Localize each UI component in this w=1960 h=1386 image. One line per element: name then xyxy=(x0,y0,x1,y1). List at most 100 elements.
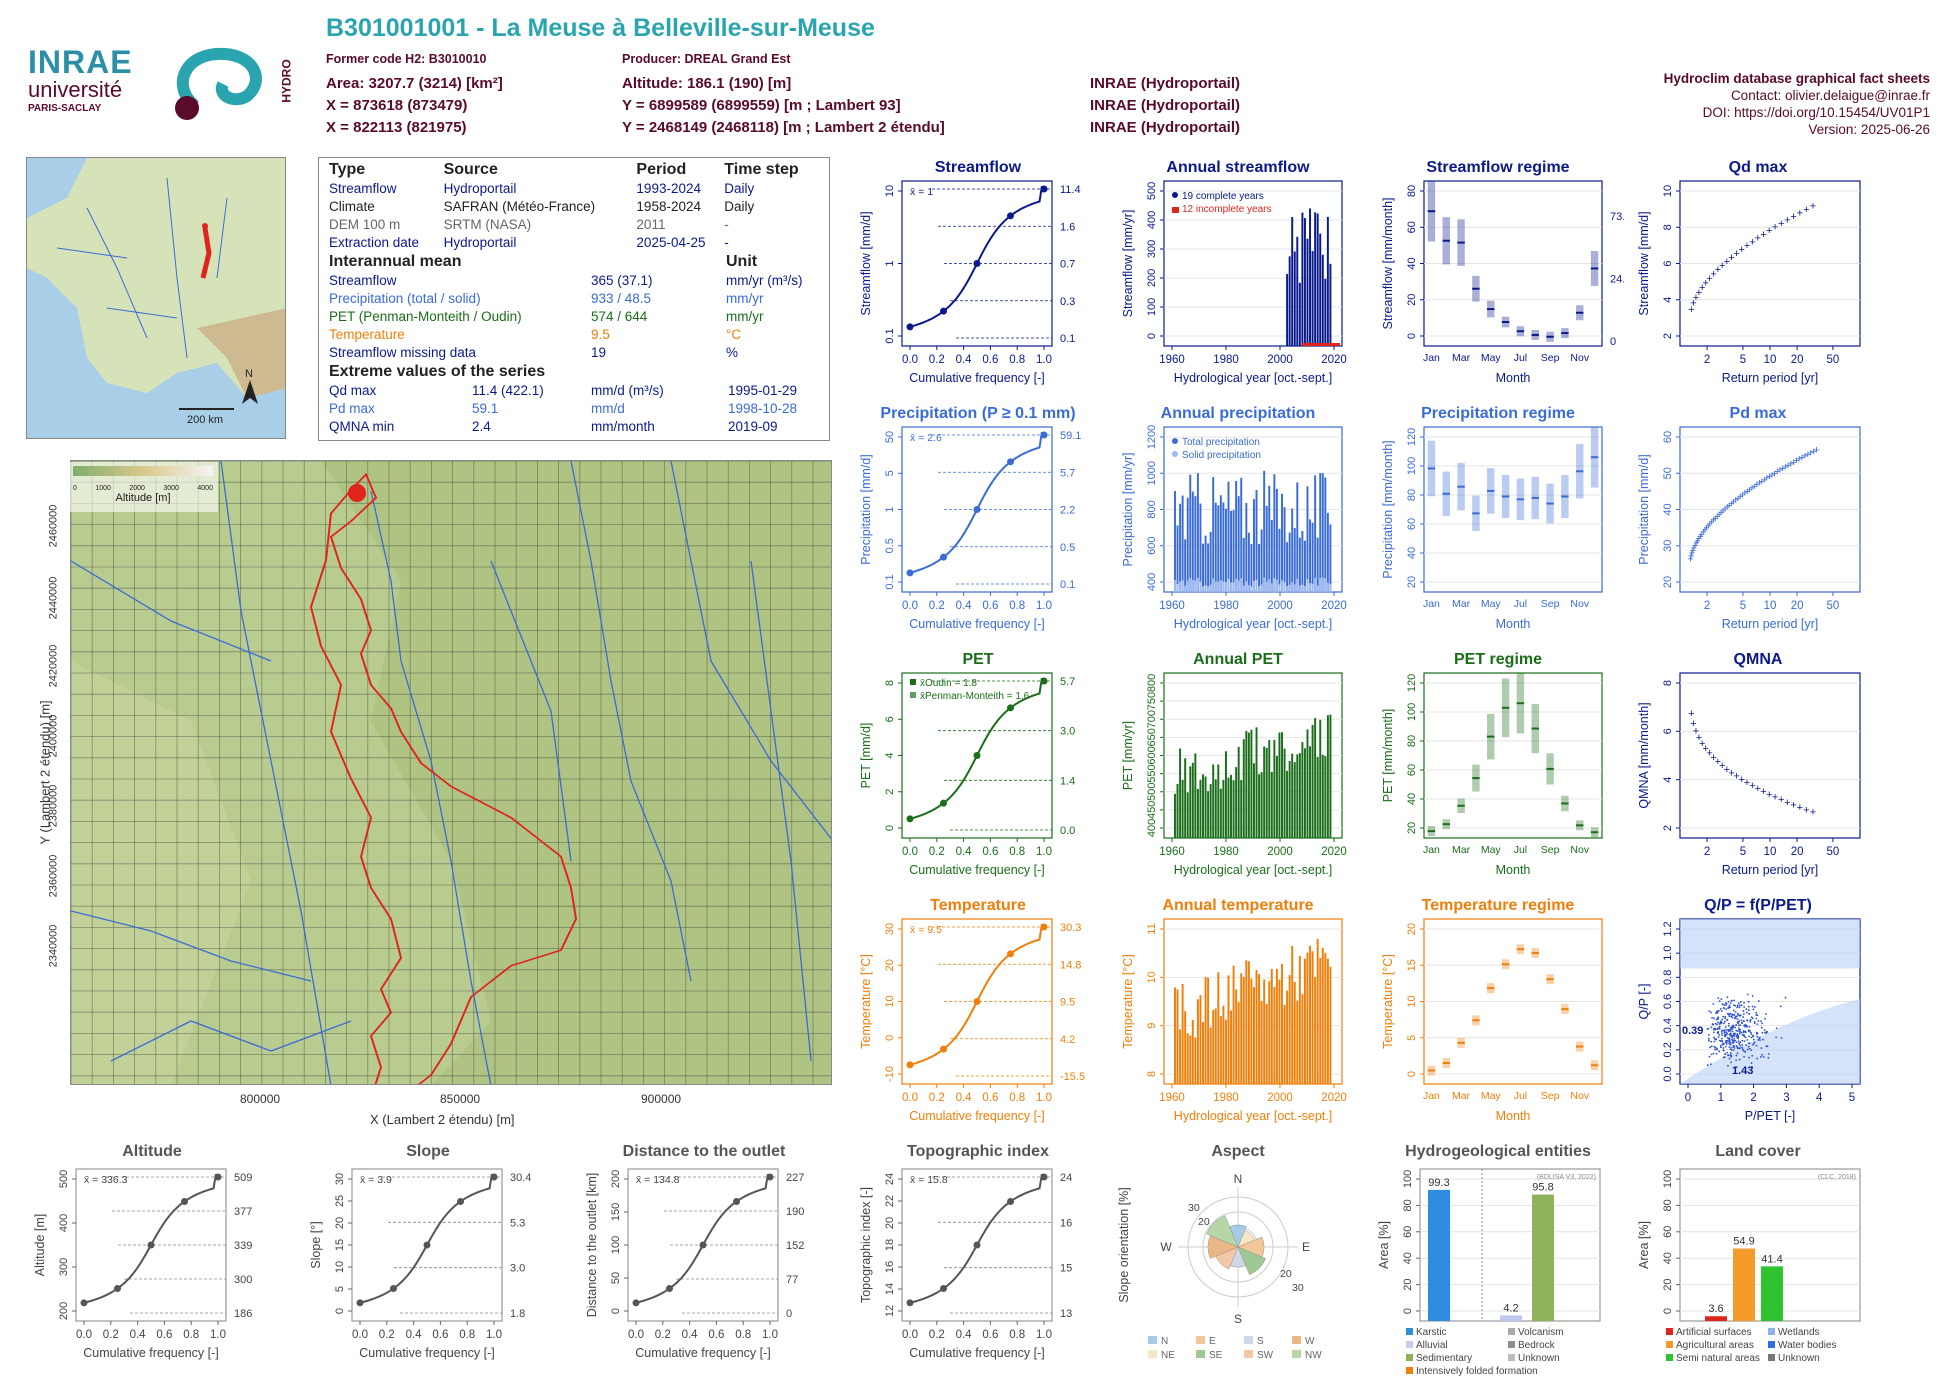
landcover-bar-value: 3.6 xyxy=(1708,1303,1723,1315)
annual_pet-bar xyxy=(1253,763,1255,838)
qd_max-point: + xyxy=(1715,264,1721,276)
scatter-point xyxy=(1737,1040,1740,1043)
topo_index-ytick-label: 16 xyxy=(884,1261,896,1273)
info-cell: Temperature xyxy=(329,327,405,342)
streamflow-quantile-point xyxy=(906,323,914,331)
pd_max-point: + xyxy=(1708,517,1714,529)
annual_streamflow-bar xyxy=(1319,233,1322,346)
qd_max-point: + xyxy=(1760,229,1766,241)
annual_pet-bar xyxy=(1316,756,1319,838)
scatter-point xyxy=(1723,1029,1726,1032)
annual_precipitation-bar-solid xyxy=(1309,583,1312,592)
annual_temperature-bar xyxy=(1232,965,1235,1084)
scatter-point xyxy=(1758,1036,1761,1039)
annual_temperature-bar xyxy=(1275,968,1278,1084)
temperature-xlabel: Cumulative frequency [-] xyxy=(909,1109,1044,1123)
precipitation_regime-chart: Precipitation regime Month Precipitation [… xyxy=(1381,405,1603,631)
scatter-point xyxy=(1741,1043,1744,1046)
annual_streamflow-xtick-label: 1980 xyxy=(1213,354,1239,366)
annual_precipitation-bar xyxy=(1278,528,1281,592)
temperature-ylabel: Temperature [°C] xyxy=(859,954,873,1049)
topo_index-quantile-point xyxy=(940,1285,947,1293)
annual_temperature-bar xyxy=(1242,976,1245,1084)
scatter-point xyxy=(1720,998,1723,1001)
info-cell: 59.1 xyxy=(472,401,499,416)
scatter-point xyxy=(1721,1034,1724,1037)
annual_precipitation-ytick-label: 600 xyxy=(1146,537,1158,555)
scatter-point xyxy=(1761,1022,1763,1025)
scatter-point xyxy=(1745,1044,1748,1046)
scatter-point xyxy=(1748,1013,1751,1015)
scatter-point xyxy=(1736,1046,1739,1048)
annual_pet-ytick-label: 400 xyxy=(1146,819,1158,837)
scatter-point xyxy=(1727,1054,1730,1057)
distance-xlabel: Cumulative frequency [-] xyxy=(635,1346,770,1360)
annual_precipitation-bar-solid xyxy=(1199,581,1202,592)
precipitation_regime-title: Precipitation regime xyxy=(1421,405,1575,422)
info-cell: mm/month xyxy=(591,419,655,434)
scatter-point xyxy=(1720,1037,1723,1040)
scatter-point xyxy=(1729,1043,1732,1046)
annual_precipitation-bar xyxy=(1288,532,1291,592)
annual_temperature-bar xyxy=(1301,994,1304,1084)
landcover-legend-text: Artificial surfaces xyxy=(1676,1327,1752,1338)
scatter-point xyxy=(1784,996,1787,999)
qd_max-point: + xyxy=(1703,277,1709,289)
altitude-right-tick: 509 xyxy=(234,1172,252,1184)
distance-quantile-point xyxy=(632,1299,640,1307)
annual_temperature-bar xyxy=(1237,1002,1240,1084)
aspect-ylabel: Slope orientation [%] xyxy=(1117,1187,1131,1302)
qd_max-point: + xyxy=(1778,218,1784,230)
annual_temperature-bar xyxy=(1196,999,1199,1084)
aspect-legend-key xyxy=(1148,1336,1157,1344)
annual_precipitation-bar-solid xyxy=(1209,584,1212,592)
scatter-point xyxy=(1760,1026,1763,1029)
info-cell: Precipitation (total / solid) xyxy=(329,291,481,306)
temperature-xtick-label: 0.6 xyxy=(982,1092,998,1104)
map-xtick: 850000 xyxy=(440,1092,481,1106)
annual_streamflow-ytick-label: 0 xyxy=(1146,333,1158,339)
topo_index-xtick-label: 0.8 xyxy=(1009,1329,1025,1341)
annual_temperature-bar xyxy=(1207,977,1210,1084)
annual_precipitation-bar xyxy=(1291,508,1294,592)
annual_pet-bar xyxy=(1202,774,1204,838)
pet-right-tick: 5.7 xyxy=(1060,676,1075,688)
annual_pet-ytick-label: 550 xyxy=(1146,764,1158,782)
annual_temperature-bar xyxy=(1199,995,1202,1084)
qmna-point: + xyxy=(1749,780,1755,792)
annual_pet-bar xyxy=(1227,777,1230,838)
scatter-point xyxy=(1753,1006,1756,1008)
pd_max-point: + xyxy=(1761,474,1767,486)
annual_temperature-bar xyxy=(1227,975,1230,1084)
streamflow_regime-ytick-label: 20 xyxy=(1406,294,1418,306)
aspect-legend-text: S xyxy=(1257,1336,1264,1347)
pd_max-point: + xyxy=(1735,493,1741,505)
pd_max-point: + xyxy=(1771,468,1777,480)
annual_precipitation-bar xyxy=(1245,502,1248,592)
pd_max-point: + xyxy=(1733,495,1739,507)
altitude-xtick-label: 0.4 xyxy=(130,1329,147,1341)
annual_precipitation-bar xyxy=(1235,481,1238,592)
scatter-point xyxy=(1735,1066,1738,1069)
pet_regime-chart: PET regime Month PET [mm/month] 20 40 60 80 100… xyxy=(1381,651,1603,877)
energy-limit-zone xyxy=(1680,919,1860,969)
info-cell: Hydroportail xyxy=(443,181,517,196)
annual_pet-bar xyxy=(1263,746,1266,838)
annual_temperature-bar xyxy=(1184,1011,1187,1084)
annual_precipitation-bar xyxy=(1186,497,1189,592)
qp_ppet-ytick-label: 1.0 xyxy=(1662,946,1674,961)
scatter-point xyxy=(1730,1046,1733,1049)
pet_regime-ytick-label: 60 xyxy=(1406,764,1418,776)
annual_temperature-bar xyxy=(1253,987,1255,1084)
annual_temperature-bar xyxy=(1268,981,1271,1084)
pet_regime-ytick-label: 100 xyxy=(1406,703,1418,721)
annual_precipitation-bar xyxy=(1174,491,1176,592)
annual_precipitation-bar xyxy=(1189,474,1192,592)
info-cell: 2019-09 xyxy=(728,419,778,434)
scatter-point xyxy=(1724,1053,1727,1056)
annual_pet-bar xyxy=(1314,718,1317,838)
scatter-point xyxy=(1707,1037,1710,1040)
legend-tick: 4000 xyxy=(197,485,213,492)
precipitation_regime-month-label: May xyxy=(1481,598,1502,610)
landcover-bar xyxy=(1705,1316,1727,1321)
